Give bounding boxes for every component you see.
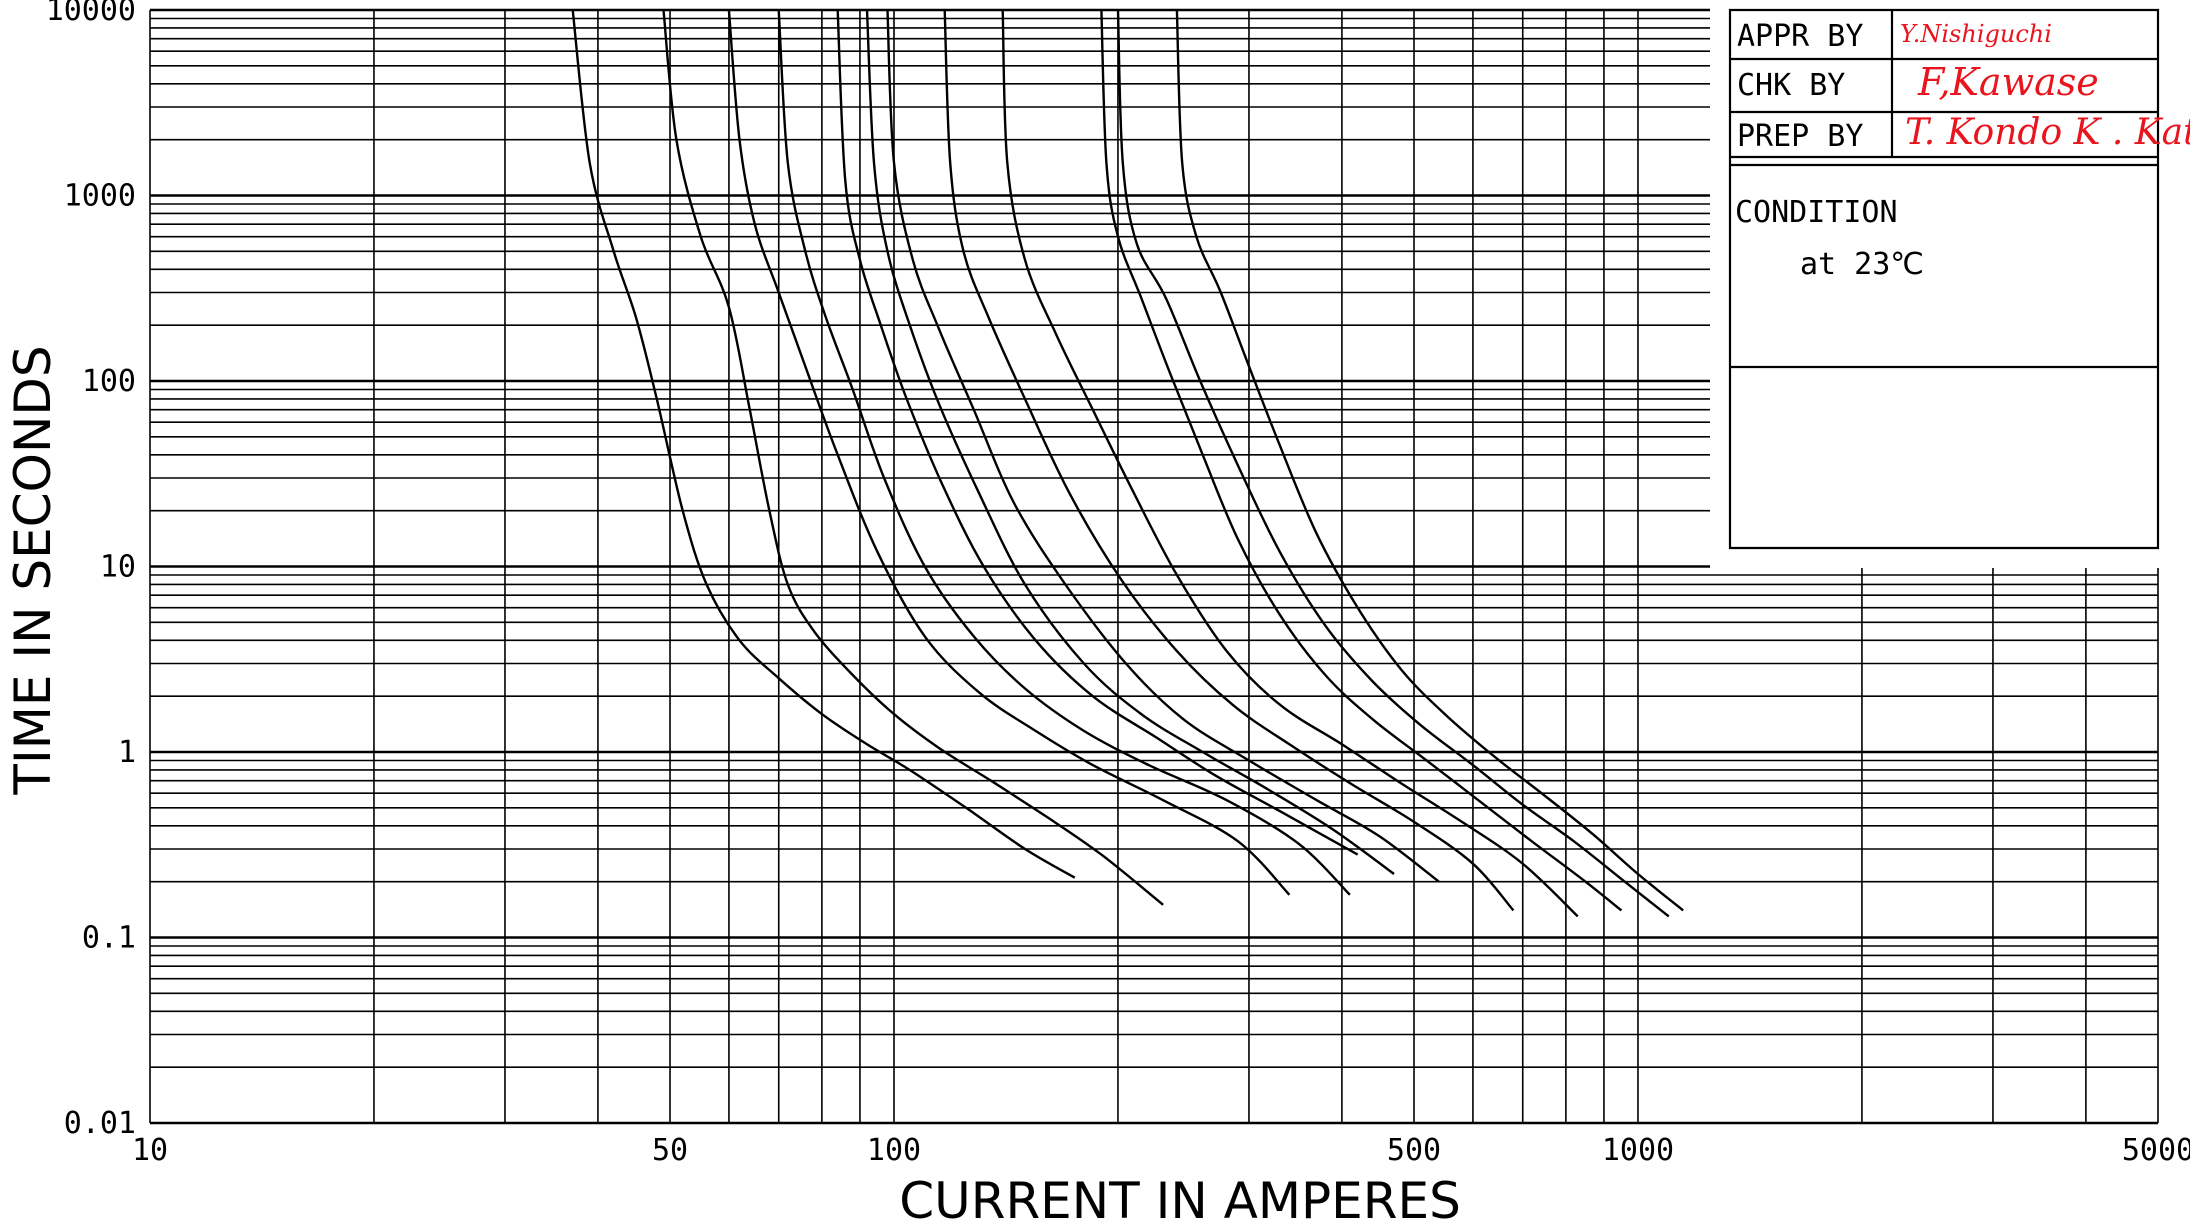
x-tick-label: 5000: [2122, 1133, 2190, 1168]
y-tick-label: 1: [118, 735, 136, 770]
fuse-curves: [571, 9, 1684, 918]
condition-value: at 23℃: [1800, 247, 1924, 282]
axis-ticks: 10 50 100 500 1000 5000 0.01 0.1 1 10 100 1000 10000: [46, 0, 2190, 1168]
chk-by-label: CHK BY: [1737, 68, 1845, 103]
fuse-curve-10: [1100, 9, 1623, 912]
x-tick-label: 10: [132, 1133, 168, 1168]
fuse-curve-3: [727, 9, 1291, 896]
x-tick-label: 100: [867, 1133, 921, 1168]
fuse-curve-11: [1116, 9, 1670, 918]
x-tick-label: 500: [1387, 1133, 1441, 1168]
fuse-curve-2: [662, 9, 1164, 906]
y-tick-label: 0.1: [82, 921, 136, 956]
fuse-curve-4: [777, 9, 1351, 896]
x-tick-label: 1000: [1602, 1133, 1674, 1168]
prep-signature: T. Kondo K . Kat: [1905, 112, 2190, 153]
y-tick-label: 1000: [64, 179, 136, 214]
chk-signature: F,Kawase: [1917, 60, 2099, 104]
fuse-curve-8: [943, 9, 1515, 912]
fuse-curve-1: [571, 9, 1076, 879]
y-tick-label: 10000: [46, 0, 136, 28]
x-axis-title: CURRENT IN AMPERES: [899, 1172, 1461, 1223]
y-tick-label: 100: [82, 364, 136, 399]
fuse-curve-7: [886, 9, 1440, 883]
title-block: APPR BY CHK BY PREP BY Y.Nishiguchi F,Ka…: [1710, 0, 2190, 568]
appr-by-label: APPR BY: [1737, 19, 1863, 54]
fuse-curve-5: [836, 9, 1359, 856]
fuse-curve-9: [1001, 9, 1579, 918]
condition-label: CONDITION: [1735, 195, 1898, 230]
y-tick-label: 10: [100, 550, 136, 585]
y-axis-title: TIME IN SECONDS: [4, 345, 62, 795]
fuse-curve-6: [865, 9, 1395, 875]
appr-signature: Y.Nishiguchi: [1900, 20, 2052, 48]
y-tick-label: 0.01: [64, 1106, 136, 1141]
prep-by-label: PREP BY: [1737, 119, 1863, 154]
x-tick-label: 50: [652, 1133, 688, 1168]
fuse-curve-12: [1175, 9, 1684, 912]
